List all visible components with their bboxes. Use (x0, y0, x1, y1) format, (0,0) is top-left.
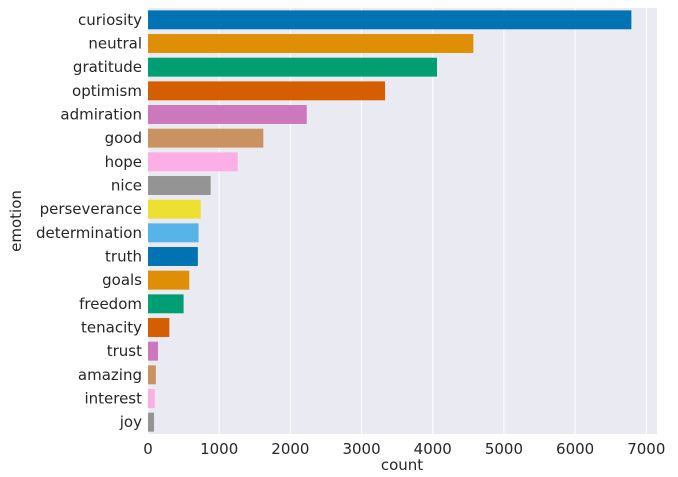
bars (148, 10, 632, 432)
y-tick-label: joy (119, 413, 142, 431)
y-tick-label: trust (107, 342, 142, 360)
y-tick-label: tenacity (81, 319, 142, 337)
y-tick-label: amazing (78, 366, 142, 384)
x-tick-label: 5000 (485, 440, 523, 458)
x-tick-labels: 0 1000 2000 3000 4000 5000 6000 7000 (143, 440, 665, 458)
bar-optimism (148, 81, 386, 101)
grid-lines (147, 8, 647, 434)
y-tick-label: interest (84, 390, 142, 408)
bar-gratitude (148, 57, 438, 77)
bar-joy (148, 412, 155, 432)
y-tick-label: perseverance (40, 200, 142, 218)
bar-determination (148, 223, 199, 243)
y-tick-label: gratitude (73, 58, 142, 76)
bar-trust (148, 341, 158, 361)
bar-hope (148, 152, 238, 172)
y-tick-label: hope (105, 153, 142, 171)
bar-freedom (148, 294, 184, 314)
y-tick-label: freedom (79, 295, 142, 313)
y-tick-label: good (105, 129, 142, 147)
y-tick-label: truth (105, 248, 142, 266)
y-tick-label: neutral (88, 35, 142, 53)
x-tick-label: 2000 (271, 440, 309, 458)
bar-amazing (148, 365, 156, 385)
x-tick-label: 4000 (414, 440, 452, 458)
y-tick-label: nice (111, 177, 142, 195)
x-axis-label: count (381, 456, 423, 474)
bar-perseverance (148, 199, 201, 219)
bar-truth (148, 247, 198, 266)
x-tick-label: 1000 (200, 440, 238, 458)
y-axis-label: emotion (7, 190, 25, 252)
x-tick-label: 7000 (627, 440, 665, 458)
y-tick-label: optimism (72, 82, 142, 100)
y-tick-label: admiration (60, 106, 142, 124)
bar-neutral (148, 34, 474, 53)
x-tick-label: 3000 (342, 440, 380, 458)
bar-good (148, 128, 264, 148)
x-tick-label: 6000 (556, 440, 594, 458)
bar-nice (148, 176, 211, 195)
y-tick-label: curiosity (78, 11, 142, 29)
bar-interest (148, 389, 155, 408)
y-tick-label: determination (36, 224, 142, 242)
y-tick-labels: curiosity neutral gratitude optimism admirat… (36, 11, 142, 431)
bar-admiration (148, 105, 307, 124)
bar-tenacity (148, 318, 170, 337)
plot-area (148, 8, 657, 434)
y-tick-label: goals (102, 271, 142, 289)
bar-goals (148, 270, 190, 290)
bar-curiosity (148, 10, 632, 30)
x-tick-label: 0 (143, 440, 153, 458)
